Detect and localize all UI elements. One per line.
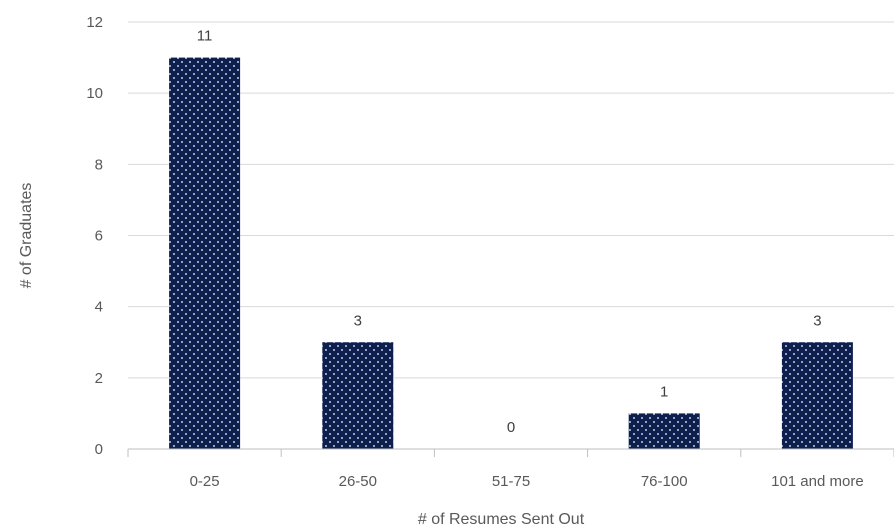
data-label: 11 [197, 28, 213, 45]
x-axis-title: # of Resumes Sent Out [418, 511, 585, 528]
data-label: 3 [813, 312, 821, 329]
data-label: 1 [660, 383, 668, 400]
x-tick-label: 0-25 [190, 473, 220, 490]
y-tick-label: 6 [95, 228, 103, 245]
x-tick-label: 76-100 [641, 473, 688, 490]
y-axis-title: # of Graduates [18, 183, 35, 289]
y-tick-label: 2 [95, 370, 103, 387]
bar-101-and-more [781, 342, 853, 449]
y-axis-ticks: 0 2 4 6 8 10 12 [86, 14, 103, 458]
y-tick-label: 0 [95, 441, 103, 458]
data-labels: 11 3 0 1 3 [197, 28, 822, 436]
data-label: 3 [354, 312, 362, 329]
bar-26-50 [322, 342, 394, 449]
gridlines [128, 21, 894, 379]
bars [169, 57, 853, 449]
y-tick-label: 8 [95, 156, 103, 173]
bar-76-100 [628, 413, 700, 449]
bar-0-25 [169, 57, 241, 449]
x-tick-label: 101 and more [771, 473, 864, 490]
x-axis-ticks: 0-25 26-50 51-75 76-100 101 and more [127, 449, 894, 490]
y-tick-label: 12 [86, 14, 103, 31]
y-tick-label: 4 [95, 299, 103, 316]
data-label: 0 [507, 419, 515, 436]
x-tick-label: 26-50 [339, 473, 377, 490]
x-tick-label: 51-75 [492, 473, 530, 490]
y-tick-label: 10 [86, 85, 103, 102]
